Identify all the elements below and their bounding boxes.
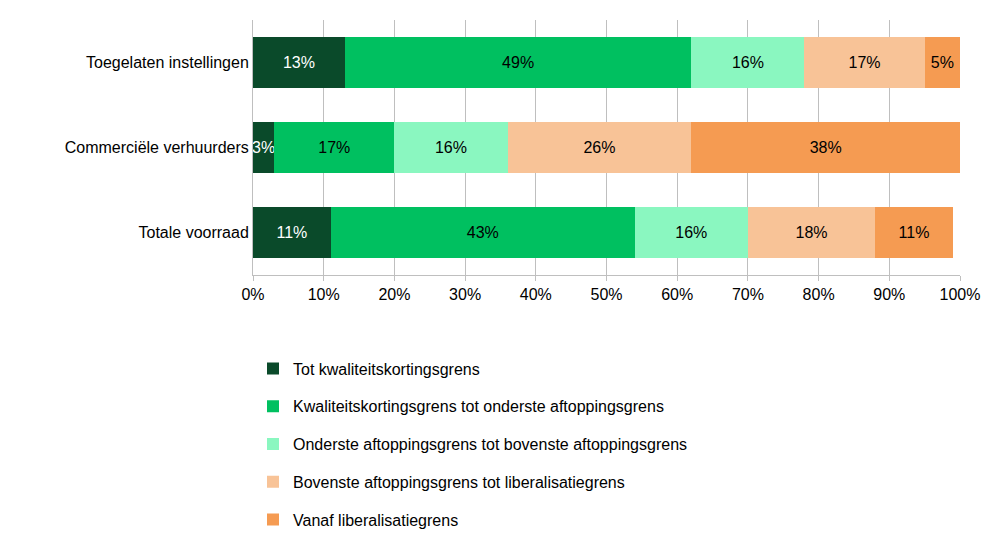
svg-text:Bovenste aftoppingsgrens tot l: Bovenste aftoppingsgrens tot liberalisat…: [293, 474, 625, 491]
svg-text:30%: 30%: [449, 286, 481, 303]
svg-text:Totale voorraad: Totale voorraad: [139, 224, 249, 241]
svg-text:80%: 80%: [803, 286, 835, 303]
svg-text:Kwaliteitskortingsgrens tot on: Kwaliteitskortingsgrens tot onderste aft…: [293, 398, 664, 415]
svg-text:38%: 38%: [810, 139, 842, 156]
svg-text:70%: 70%: [732, 286, 764, 303]
svg-text:5%: 5%: [931, 54, 954, 71]
svg-text:11%: 11%: [899, 224, 930, 241]
svg-text:10%: 10%: [308, 286, 340, 303]
svg-text:Commerciële verhuurders: Commerciële verhuurders: [65, 139, 249, 156]
svg-text:16%: 16%: [675, 224, 707, 241]
svg-text:0%: 0%: [241, 286, 264, 303]
svg-text:49%: 49%: [502, 54, 534, 71]
svg-text:43%: 43%: [467, 224, 499, 241]
svg-text:Toegelaten instellingen: Toegelaten instellingen: [86, 54, 249, 71]
svg-text:Onderste aftoppingsgrens tot b: Onderste aftoppingsgrens tot bovenste af…: [293, 436, 687, 453]
svg-text:Vanaf liberalisatiegrens: Vanaf liberalisatiegrens: [293, 512, 458, 529]
svg-text:40%: 40%: [520, 286, 552, 303]
svg-text:13%: 13%: [283, 54, 315, 71]
svg-text:17%: 17%: [318, 139, 350, 156]
svg-text:16%: 16%: [435, 139, 467, 156]
svg-text:18%: 18%: [796, 224, 828, 241]
svg-text:16%: 16%: [732, 54, 764, 71]
svg-text:90%: 90%: [873, 286, 905, 303]
svg-text:60%: 60%: [661, 286, 693, 303]
svg-text:3%: 3%: [252, 139, 275, 156]
svg-text:17%: 17%: [849, 54, 881, 71]
svg-text:50%: 50%: [590, 286, 622, 303]
svg-text:11%: 11%: [276, 224, 307, 241]
svg-text:Tot kwaliteitskortingsgrens: Tot kwaliteitskortingsgrens: [293, 361, 480, 378]
svg-text:20%: 20%: [378, 286, 410, 303]
svg-text:26%: 26%: [583, 139, 615, 156]
svg-text:100%: 100%: [940, 286, 981, 303]
